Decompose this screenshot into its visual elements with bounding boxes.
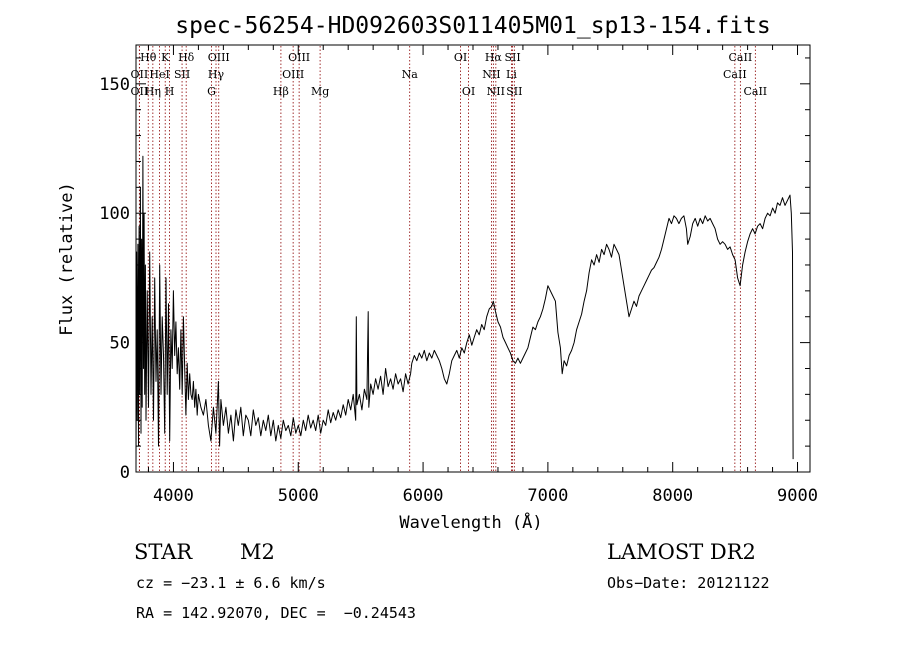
x-tick-label: 7000 — [527, 486, 568, 506]
spectral-line-label: K — [161, 51, 170, 64]
spectral-line-label: H — [165, 85, 175, 98]
coordinates: RA = 142.92070, DEC = −0.24543 — [136, 604, 416, 622]
chart-title: spec-56254-HD092603S011405M01_sp13-154.f… — [175, 13, 770, 39]
spectral-line-label: CaII — [723, 68, 747, 81]
y-tick-label: 150 — [99, 75, 130, 95]
plot-frame — [135, 44, 811, 473]
x-tick-label: 8000 — [652, 486, 693, 506]
x-axis-label: Wavelength (Å) — [399, 511, 542, 533]
x-tick-label: 5000 — [278, 486, 319, 506]
spectral-line-label: OIII — [288, 51, 310, 64]
spectral-line-label: NII — [482, 68, 500, 81]
spectrum-line — [135, 155, 794, 467]
y-tick-label: 50 — [110, 334, 130, 354]
y-tick-label: 0 — [120, 463, 130, 483]
spectral-line-label: Hα — [485, 51, 503, 64]
spectral-line-label: Hβ — [273, 85, 289, 98]
redshift-cz: cz = −23.1 ± 6.6 km/s — [136, 574, 326, 592]
spectral-line-label: Li — [506, 68, 517, 81]
y-axis-label: Flux (relative) — [57, 182, 77, 336]
spectral-line-label: CaII — [743, 85, 767, 98]
spectral-line-label: OIII — [282, 68, 304, 81]
spectral-line-label: Hγ — [208, 68, 225, 81]
spectral-line-label: OIII — [208, 51, 230, 64]
spectral-line-label: G — [207, 85, 216, 98]
spectral-line-label: Hδ — [178, 51, 195, 64]
x-tick-label: 4000 — [153, 486, 194, 506]
x-tick-label: 9000 — [777, 486, 818, 506]
spectral-line-label: Na — [402, 68, 419, 81]
spectrum-series — [135, 155, 794, 467]
object-class: STAR — [134, 540, 193, 564]
spectral-line-label: Mg — [311, 85, 329, 98]
spectral-line-label: OI — [462, 85, 475, 98]
spectral-line-label: CaII — [729, 51, 753, 64]
spectral-line-label: SII — [174, 68, 190, 81]
object-subclass: M2 — [240, 540, 275, 564]
spectral-line-label: OI — [454, 51, 467, 64]
spectral-line-label: SII — [506, 85, 522, 98]
spectral-line-label: OII — [131, 85, 149, 98]
spectral-line-markers — [138, 46, 756, 471]
spectral-line-label: OII — [131, 68, 149, 81]
axis-ticks: 4000 5000 6000 7000 8000 9000 0 50 100 150 — [99, 45, 818, 506]
spectral-line-label: Hη — [145, 85, 161, 98]
x-tick-label: 6000 — [403, 486, 444, 506]
observation-date: Obs−Date: 20121122 — [607, 574, 770, 592]
spectral-line-label: Hθ — [140, 51, 157, 64]
survey-name: LAMOST DR2 — [607, 540, 756, 564]
y-tick-label: 100 — [99, 204, 130, 224]
spectral-line-label: SII — [504, 51, 520, 64]
spectral-line-label: NII — [487, 85, 505, 98]
spectral-line-label: HeI — [149, 68, 169, 81]
